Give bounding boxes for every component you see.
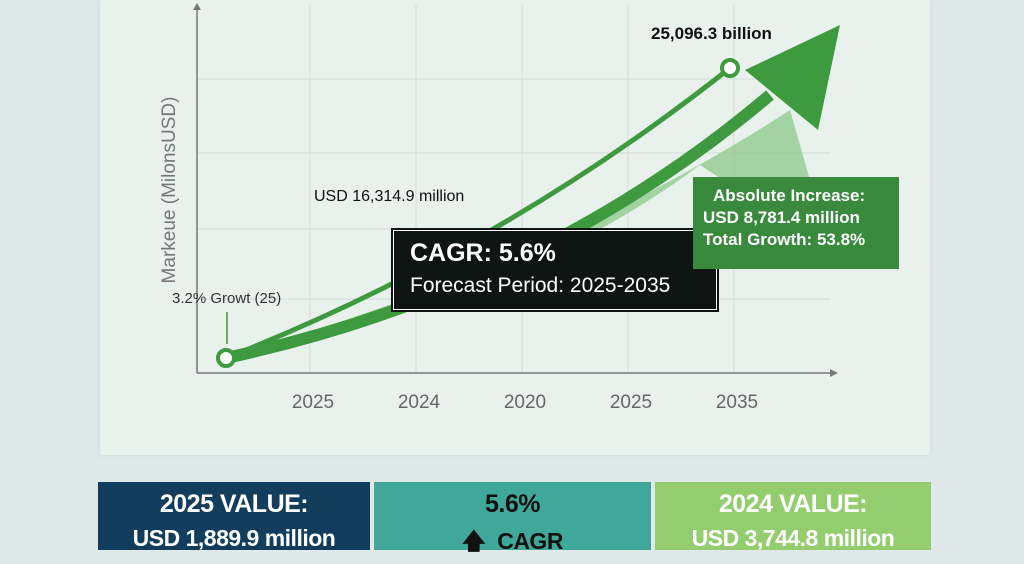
card-2024-value: 2024 VALUE: USD 3,744.8 million xyxy=(655,482,931,551)
mid-annotation: USD 16,314.9 million xyxy=(314,188,464,205)
growth-band xyxy=(226,110,830,358)
x-tick-label: 2035 xyxy=(716,392,758,413)
absolute-increase-callout: Absolute Increase: USD 8,781.4 million T… xyxy=(693,177,899,269)
end-annotation: 25,096.3 billion xyxy=(651,24,772,43)
forecast-period: Forecast Period: 2025-2035 xyxy=(410,274,671,297)
total-growth: Total Growth: 53.8% xyxy=(703,230,866,249)
y-axis-label: Markeue (MilonsUSD) xyxy=(159,97,180,284)
card-value: USD 1,889.9 million xyxy=(132,525,336,551)
absolute-increase-value: USD 8,781.4 million xyxy=(703,208,860,227)
x-tick-labels: 2025 2024 2020 2025 2035 xyxy=(292,392,758,413)
x-tick-label: 2025 xyxy=(292,392,334,413)
cagr-title: CAGR: 5.6% xyxy=(410,239,556,267)
series-line xyxy=(225,66,732,361)
card-cagr: 5.6% 🡅 CAGR xyxy=(374,482,651,554)
card-label: 2025 VALUE: xyxy=(159,490,309,518)
start-annotation: 3.2% Growt (25) xyxy=(172,290,281,307)
x-axis-arrow xyxy=(830,369,838,377)
y-axis-arrow xyxy=(193,3,201,10)
x-tick-label: 2024 xyxy=(398,392,441,413)
chart: Markeue (MilonsUSD) 2025 2024 2020 2025 2035… xyxy=(159,3,840,413)
card-2025-value: 2025 VALUE: USD 1,889.9 million xyxy=(98,482,370,551)
cagr-callout: CAGR: 5.6% Forecast Period: 2025-2035 xyxy=(393,230,717,310)
arrow-up-icon: 🡅 xyxy=(462,528,486,554)
card-label: 2024 VALUE: xyxy=(718,490,868,518)
card-value: USD 3,744.8 million xyxy=(691,525,895,551)
data-point-start xyxy=(216,348,236,368)
x-tick-label: 2020 xyxy=(504,392,546,413)
absolute-increase-label: Absolute Increase: xyxy=(713,186,866,205)
x-tick-label: 2025 xyxy=(610,392,652,413)
growth-arrowhead xyxy=(745,25,840,130)
card-label: 5.6% xyxy=(485,490,540,518)
data-point-end xyxy=(720,58,740,78)
card-value: CAGR xyxy=(497,528,563,554)
